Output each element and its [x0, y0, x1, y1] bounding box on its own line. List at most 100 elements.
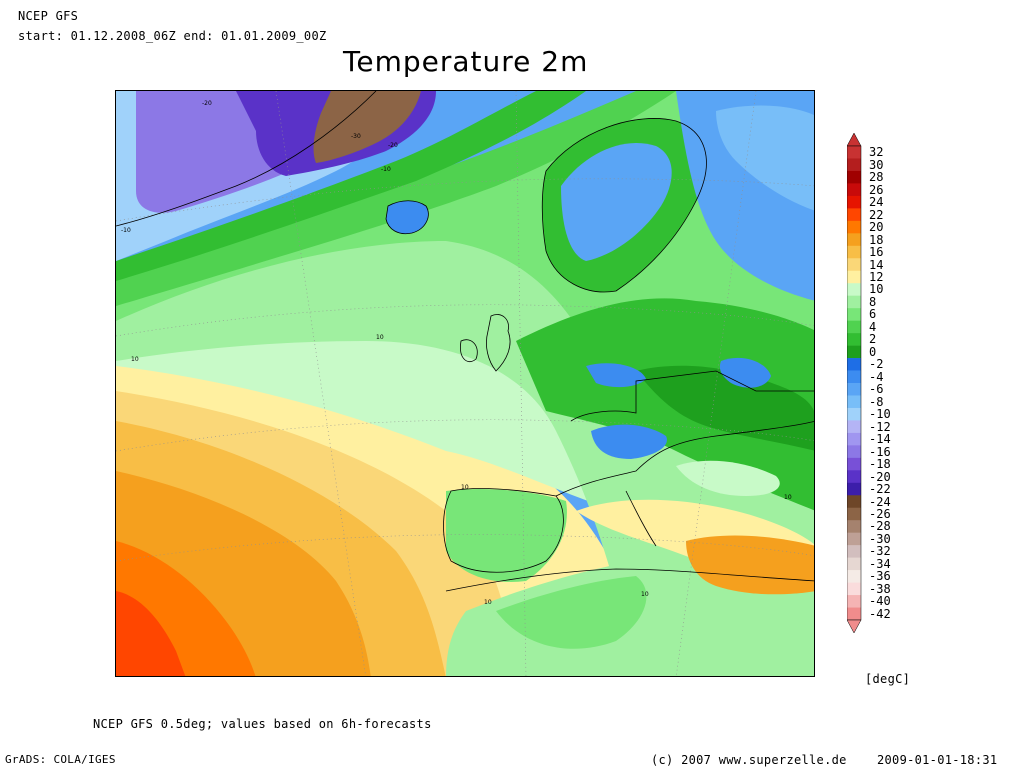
legend-level-label: 14 [869, 257, 884, 272]
legend-swatch [847, 383, 861, 396]
field-balkan-10 [676, 460, 780, 496]
contour-label: -10 [381, 166, 391, 173]
legend-level-label: -2 [869, 357, 884, 372]
field-band-2 [116, 91, 586, 281]
legend-swatch [847, 482, 861, 496]
contour-label: -20 [388, 142, 398, 149]
field-carpathian-4 [719, 357, 771, 388]
legend-swatch [847, 270, 861, 284]
legend-swatch [847, 295, 861, 309]
contour-label: 10 [484, 599, 492, 606]
legend-level-label: 2 [869, 332, 877, 347]
legend-level-label: -38 [869, 581, 891, 596]
legend-swatch [847, 420, 861, 434]
contour-labels: -20 -30 -20 -10 -10 10 10 10 10 10 10 [121, 100, 792, 606]
legend-swatch [847, 170, 861, 184]
legend-level-label: -4 [869, 369, 884, 384]
legend-level-label: 6 [869, 307, 877, 322]
legend-level-label: 22 [869, 207, 884, 222]
legend-level-label: -42 [869, 606, 891, 621]
legend-level-label: -40 [869, 594, 891, 609]
legend-swatch [847, 258, 861, 272]
legend-level-label: 12 [869, 269, 884, 284]
legend-swatch [847, 283, 861, 296]
legend-level-label: 10 [869, 282, 884, 297]
field-alps-4 [591, 424, 667, 459]
legend-level-label: -36 [869, 569, 891, 584]
contour-label: -30 [351, 133, 361, 140]
field-iceland-4 [386, 200, 429, 234]
legend-level-label: -28 [869, 519, 891, 534]
legend-swatch [847, 245, 861, 259]
legend-level-label: -18 [869, 457, 891, 472]
legend-level-label: -30 [869, 531, 891, 546]
field-band-10 [116, 335, 616, 511]
field-europe-0 [636, 365, 814, 451]
legend-swatch [847, 183, 861, 197]
legend-level-label: 24 [869, 195, 884, 210]
graticule [116, 91, 814, 676]
legend-swatch [847, 208, 861, 222]
footer-date: 2009-01-01-18:31 [877, 753, 998, 767]
coastlines [116, 91, 814, 592]
contour-label: 10 [784, 494, 792, 501]
legend-swatch [847, 582, 861, 596]
legend-swatch [847, 532, 861, 546]
field-band-4 [116, 91, 676, 306]
legend-arrow-bottom [847, 619, 862, 633]
legend-level-label: -24 [869, 494, 891, 509]
legend-swatch [847, 158, 861, 172]
contour-label: 10 [641, 591, 649, 598]
legend-level-label: -32 [869, 544, 891, 559]
legend-swatch [847, 432, 861, 446]
field-east-18 [686, 535, 814, 595]
contour-label: -20 [202, 100, 212, 107]
legend-swatch [847, 146, 861, 159]
legend-swatch [847, 445, 861, 459]
legend-level-label: -20 [869, 469, 891, 484]
legend-level-label: 20 [869, 220, 884, 235]
legend-swatch [847, 570, 861, 583]
legend-swatch [847, 595, 861, 608]
legend-level-label: 28 [869, 170, 884, 185]
legend-level-label: -26 [869, 506, 891, 521]
legend-swatch [847, 358, 861, 371]
legend-swatch [847, 507, 861, 521]
legend-swatch [847, 333, 861, 346]
field-africa-6 [496, 576, 647, 649]
legend-level-label: -10 [869, 407, 891, 422]
legend-swatch [847, 557, 861, 571]
legend-arrow-top [847, 133, 862, 147]
legend-swatch [847, 457, 861, 471]
field-germany-4 [586, 363, 646, 388]
field-northeast-8 [716, 105, 814, 211]
field-greenland-26 [313, 91, 421, 163]
legend-swatch [847, 220, 861, 234]
contour-label: 10 [376, 334, 384, 341]
legend-swatch [847, 520, 861, 533]
legend-swatch [847, 370, 861, 384]
legend-level-label: 30 [869, 157, 884, 172]
legend-swatch [847, 470, 861, 484]
legend-swatch [847, 395, 861, 409]
legend-level-label: -12 [869, 419, 891, 434]
field-europe-2 [516, 298, 814, 511]
field-scandinavia-6 [561, 142, 672, 261]
footer-note: NCEP GFS 0.5deg; values based on 6h-fore… [93, 717, 432, 731]
contour-label: 10 [131, 356, 139, 363]
legend-swatch [847, 545, 861, 558]
legend-level-label: 32 [869, 145, 884, 160]
legend-level-label: -16 [869, 444, 891, 459]
legend-level-label: 8 [869, 294, 877, 309]
legend-level-label: 16 [869, 245, 884, 260]
plot-title: Temperature 2m [343, 45, 589, 78]
legend-level-label: 4 [869, 319, 877, 334]
legend-swatch [847, 320, 861, 334]
legend-swatch [847, 495, 861, 509]
legend-swatch [847, 233, 861, 247]
legend-level-label: -14 [869, 432, 891, 447]
legend-level-label: -34 [869, 556, 891, 571]
legend-swatch [847, 308, 861, 321]
legend-level-label: 18 [869, 232, 884, 247]
forecast-period: start: 01.12.2008_06Z end: 01.01.2009_00… [18, 29, 327, 43]
